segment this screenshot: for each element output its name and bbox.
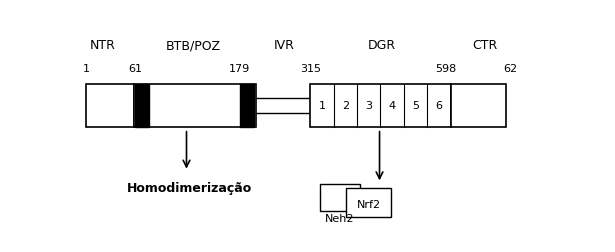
Text: Nrf2: Nrf2 [357, 199, 381, 209]
Text: 598: 598 [435, 64, 457, 74]
Text: 179: 179 [229, 64, 250, 74]
Text: Homodimerização: Homodimerização [127, 181, 252, 194]
Text: BTB/POZ: BTB/POZ [166, 39, 221, 52]
Text: NTR: NTR [90, 39, 116, 52]
Text: 315: 315 [300, 64, 321, 74]
Text: DGR: DGR [368, 39, 396, 52]
Text: Neh2: Neh2 [325, 213, 355, 224]
Text: 61: 61 [128, 64, 142, 74]
FancyBboxPatch shape [346, 188, 391, 217]
FancyBboxPatch shape [134, 85, 256, 127]
FancyBboxPatch shape [311, 85, 451, 127]
Text: 1: 1 [319, 101, 325, 111]
Text: 4: 4 [389, 101, 395, 111]
Text: 2: 2 [342, 101, 349, 111]
Text: 1: 1 [83, 64, 90, 74]
Text: 3: 3 [365, 101, 372, 111]
Text: 6: 6 [435, 101, 442, 111]
FancyBboxPatch shape [135, 85, 149, 127]
FancyBboxPatch shape [451, 85, 506, 127]
Text: IVR: IVR [274, 39, 295, 52]
Text: 62: 62 [504, 64, 518, 74]
Text: 5: 5 [412, 101, 419, 111]
Text: CTR: CTR [472, 39, 497, 52]
FancyBboxPatch shape [240, 85, 254, 127]
FancyBboxPatch shape [86, 85, 134, 127]
FancyBboxPatch shape [320, 184, 360, 211]
